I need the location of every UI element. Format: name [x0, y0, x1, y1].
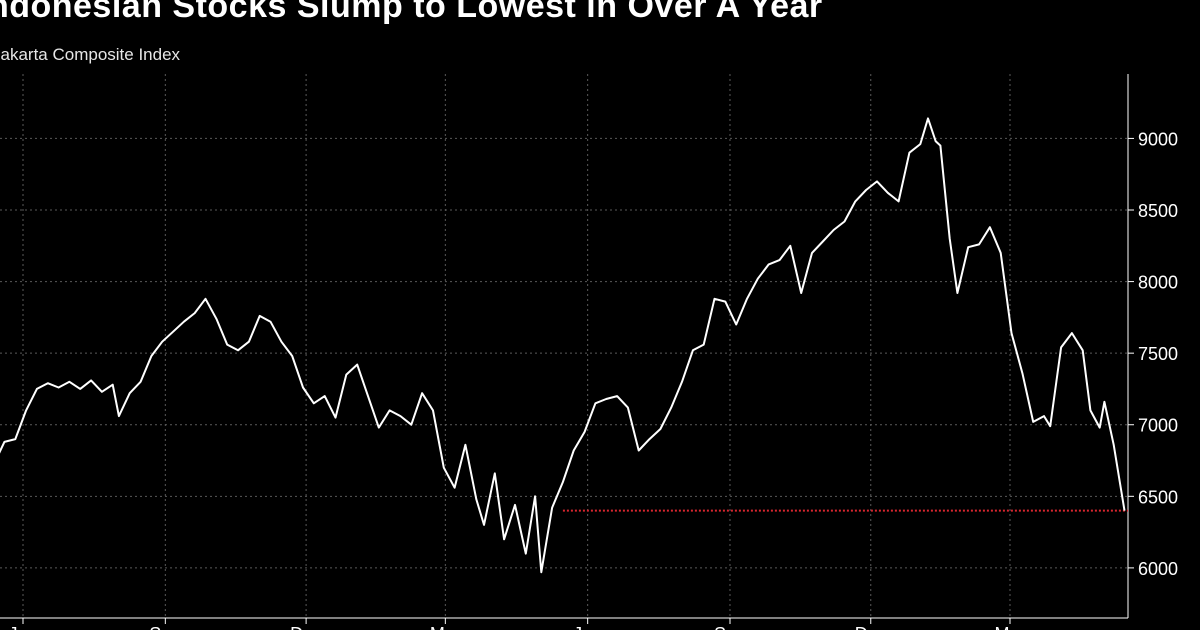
x-tick-label: Jun	[8, 624, 37, 630]
series-line-jakarta-composite	[0, 117, 1126, 574]
y-tick-label: 8500	[1138, 201, 1178, 221]
y-tick-label: 7000	[1138, 416, 1178, 436]
y-tick-label: 6500	[1138, 487, 1178, 507]
x-tick-label: Dec	[855, 624, 887, 630]
x-tick-label: Mar	[995, 624, 1026, 630]
x-tick-label: Jun	[573, 624, 602, 630]
y-tick-label: 8000	[1138, 273, 1178, 293]
y-tick-label: 9000	[1138, 129, 1178, 149]
x-tick-label: Mar	[430, 624, 461, 630]
x-tick-label: Sep	[714, 624, 746, 630]
chart-title: Indonesian Stocks Slump to Lowest in Ove…	[0, 0, 823, 25]
y-tick-label: 6000	[1138, 559, 1178, 579]
x-tick-label: Dec	[290, 624, 322, 630]
x-tick-label: Sep	[149, 624, 181, 630]
y-tick-label: 7500	[1138, 344, 1178, 364]
chart-subtitle: Jakarta Composite Index	[0, 45, 181, 64]
